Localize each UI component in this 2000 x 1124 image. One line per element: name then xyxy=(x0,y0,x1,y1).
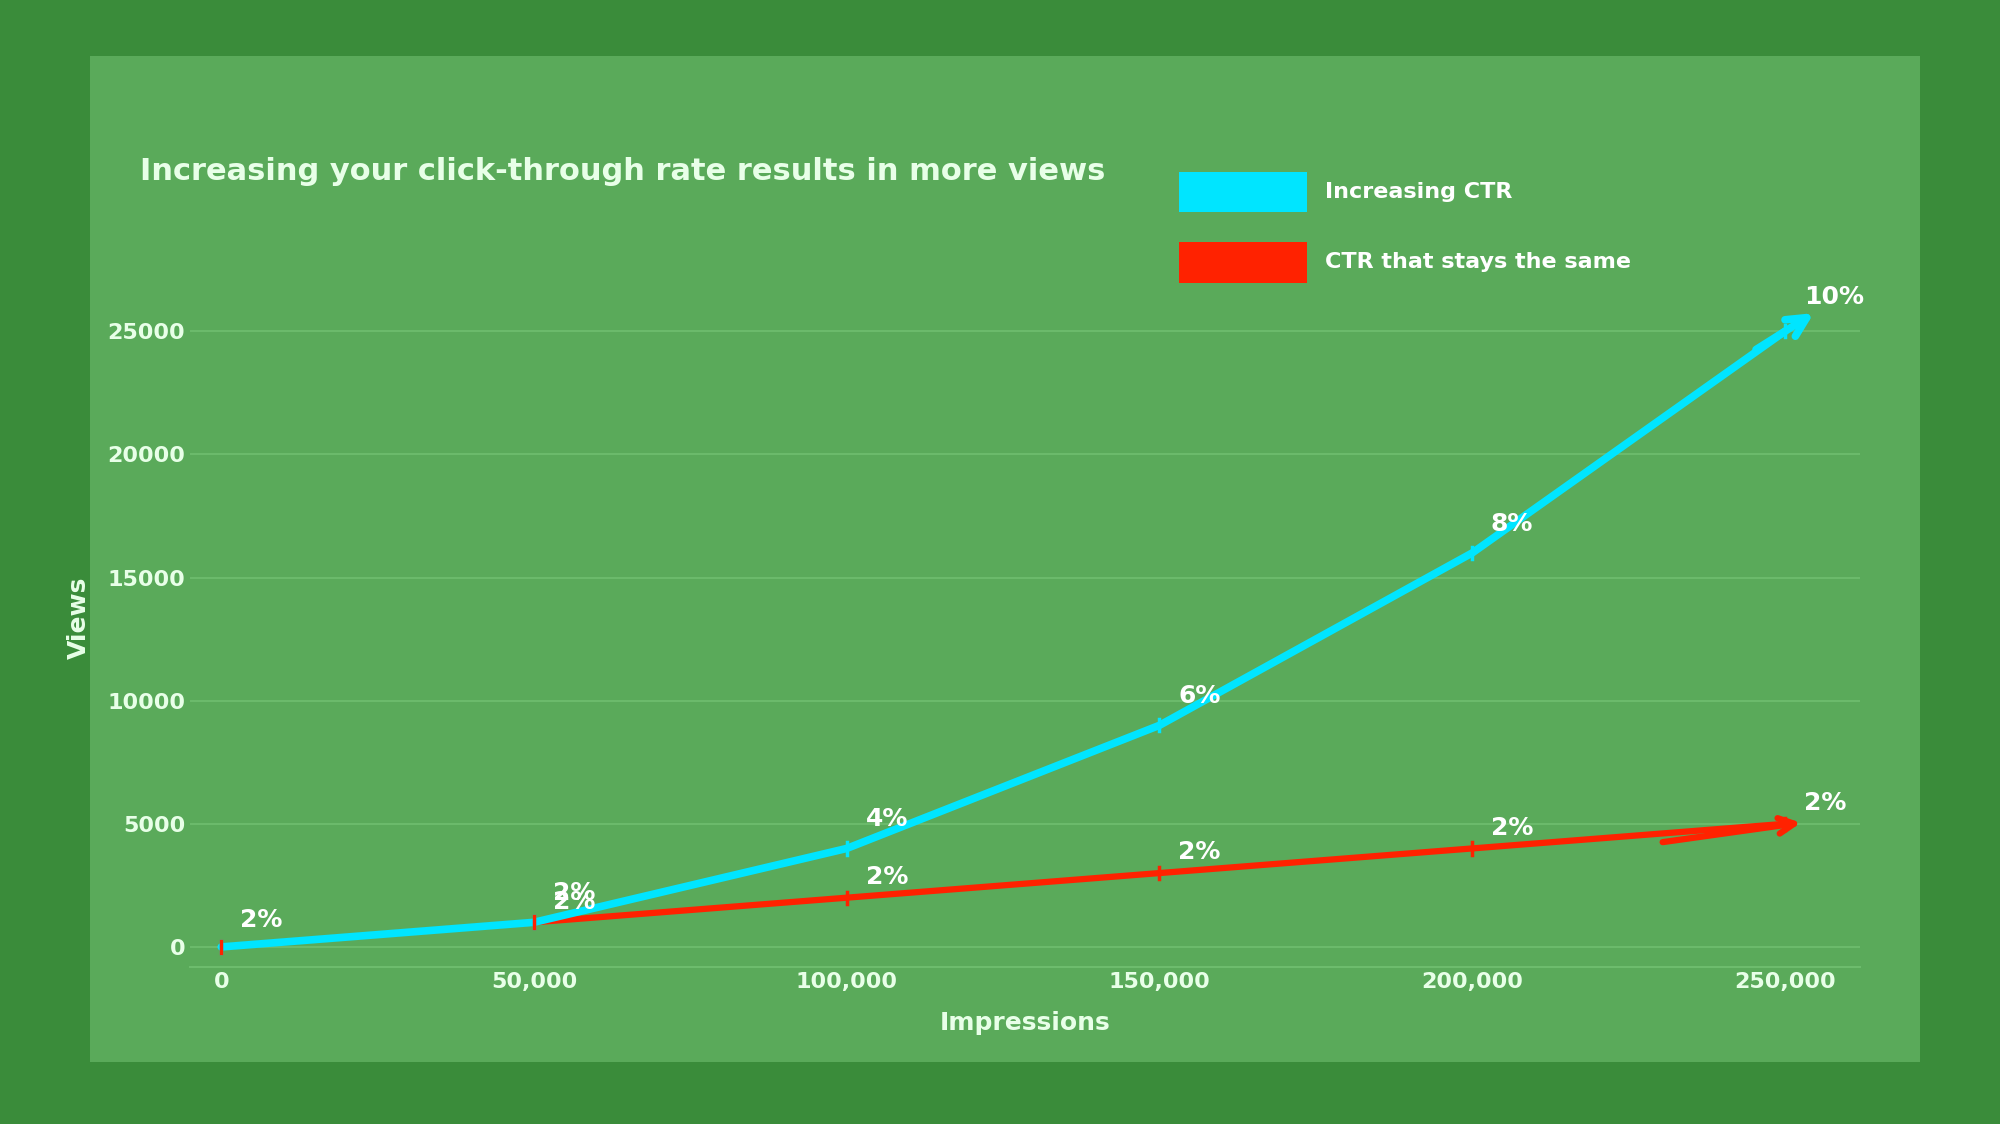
Text: 2%: 2% xyxy=(866,865,908,889)
X-axis label: Impressions: Impressions xyxy=(940,1010,1110,1035)
FancyBboxPatch shape xyxy=(1178,243,1306,282)
Text: 6%: 6% xyxy=(1178,685,1220,708)
Text: Increasing CTR: Increasing CTR xyxy=(1326,182,1512,202)
Y-axis label: Views: Views xyxy=(66,577,90,660)
Text: 2%: 2% xyxy=(552,881,596,905)
FancyBboxPatch shape xyxy=(1178,172,1306,212)
Text: CTR that stays the same: CTR that stays the same xyxy=(1326,253,1632,272)
Text: 10%: 10% xyxy=(1804,285,1864,309)
Text: 8%: 8% xyxy=(1490,511,1534,536)
Text: Increasing your click-through rate results in more views: Increasing your click-through rate resul… xyxy=(140,157,1106,187)
Text: 2%: 2% xyxy=(1804,791,1846,815)
Text: 4%: 4% xyxy=(866,807,908,832)
Text: 2%: 2% xyxy=(240,908,282,932)
Text: 2%: 2% xyxy=(1490,816,1534,840)
Text: 2%: 2% xyxy=(1178,841,1220,864)
FancyBboxPatch shape xyxy=(54,36,1956,1082)
Text: 2%: 2% xyxy=(552,890,596,914)
